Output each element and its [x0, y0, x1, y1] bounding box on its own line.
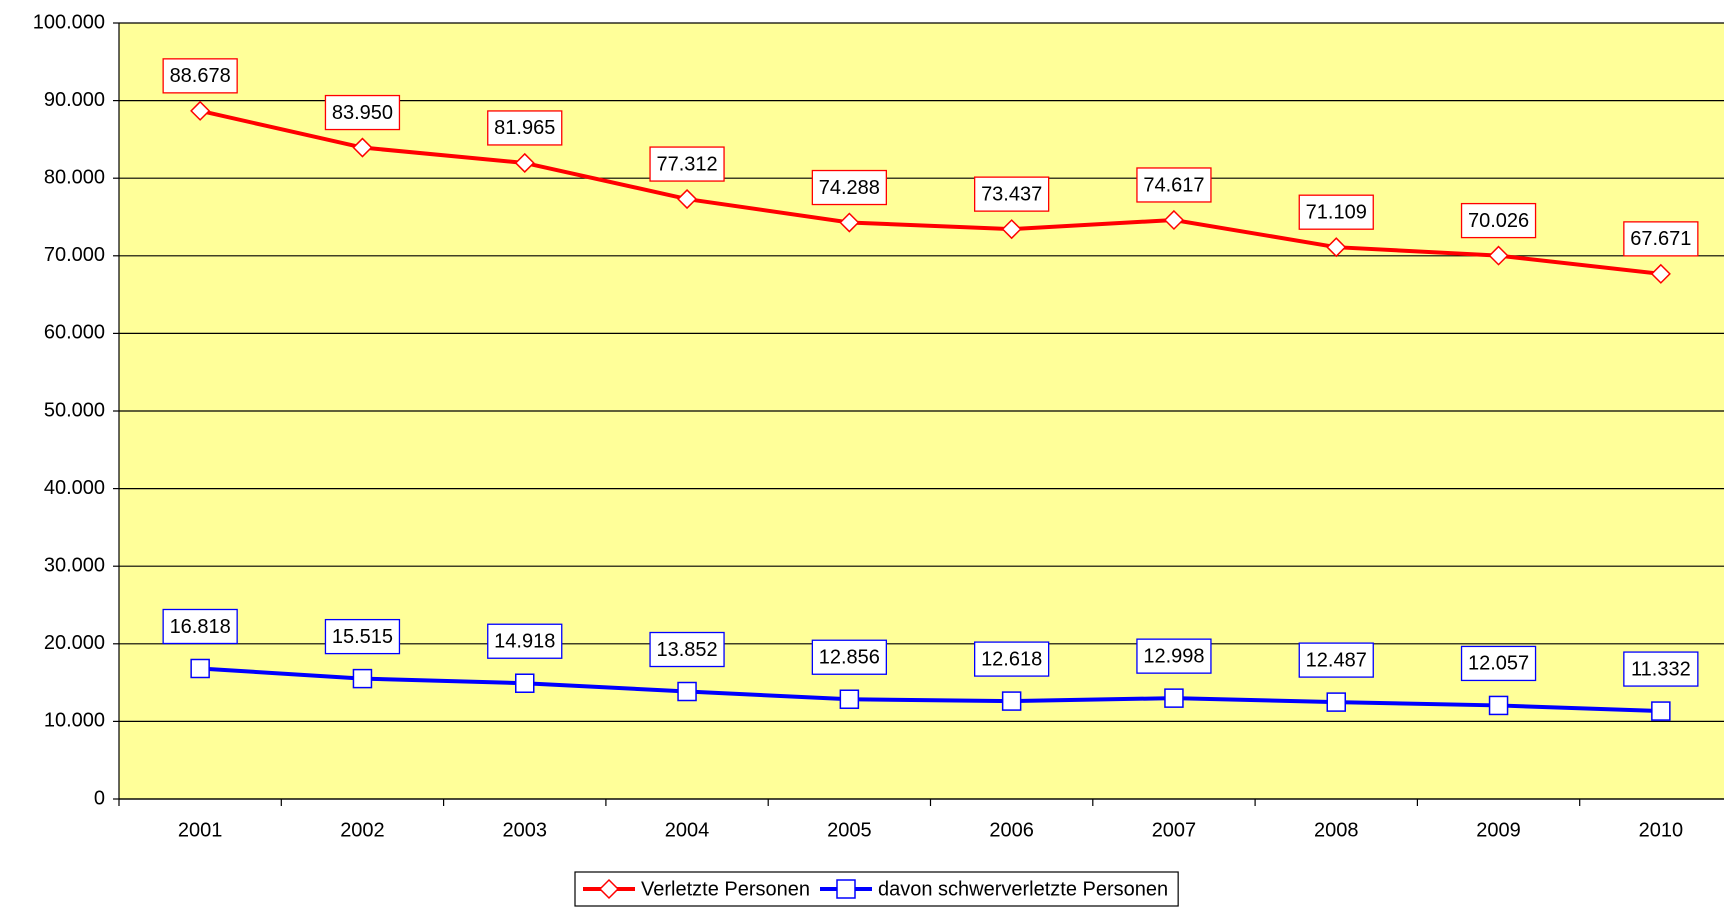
legend-marker [836, 879, 856, 899]
data-point [1001, 691, 1022, 711]
x-tick-label: 2001 [178, 819, 223, 841]
data-point [1651, 701, 1671, 721]
y-tick-label: 80.000 [44, 166, 105, 188]
data-label-box [811, 169, 887, 206]
data-label-box [1460, 645, 1537, 682]
data-label: 12.057 [1468, 653, 1529, 675]
data-label-box [974, 641, 1050, 677]
y-tick-label: 10.000 [44, 710, 105, 732]
legend [574, 871, 1179, 907]
data-label-box [1298, 642, 1374, 678]
data-label-box [487, 623, 563, 659]
y-tick-label: 100.000 [33, 11, 105, 33]
data-label: 15.515 [332, 626, 393, 648]
data-label-box [811, 639, 887, 675]
data-label: 12.856 [819, 647, 880, 669]
legend-label: davon schwerverletzte Personen [878, 878, 1168, 900]
x-tick-label: 2008 [1314, 819, 1359, 841]
data-label: 14.918 [494, 631, 555, 653]
data-label-box [1298, 194, 1374, 230]
line [199, 108, 1662, 276]
x-tick-label: 2003 [503, 819, 548, 841]
data-label-box [649, 631, 725, 668]
data-point [839, 689, 860, 709]
x-tick-label: 2002 [340, 819, 385, 841]
y-tick-label: 90.000 [44, 89, 105, 111]
legend-label: Verletzte Personen [641, 878, 810, 900]
data-label: 11.332 [1631, 658, 1691, 680]
data-label: 70.026 [1468, 210, 1529, 232]
y-tick-label: 40.000 [44, 477, 105, 499]
data-label: 74.288 [819, 177, 880, 199]
data-label-box [1136, 638, 1212, 674]
data-point [1488, 245, 1509, 266]
data-label: 77.312 [656, 153, 717, 175]
x-tick-label: 2009 [1476, 819, 1521, 841]
data-point [1001, 219, 1022, 240]
data-label-box [324, 618, 401, 655]
data-label-box [1623, 221, 1699, 257]
data-label-box [1460, 202, 1537, 239]
data-label: 16.818 [170, 616, 231, 638]
data-label-box [162, 608, 238, 645]
legend-marker [598, 878, 620, 900]
data-label: 12.618 [981, 648, 1042, 670]
y-tick-label: 30.000 [44, 554, 105, 576]
x-tick-label: 2010 [1639, 819, 1684, 841]
data-point [515, 673, 535, 693]
data-label: 74.617 [1143, 174, 1204, 196]
data-point [514, 152, 535, 174]
data-point [1326, 692, 1346, 712]
data-point [1163, 209, 1185, 231]
data-label-box [487, 110, 563, 146]
y-tick-label: 60.000 [44, 322, 105, 344]
data-point [352, 137, 373, 158]
data-point [1488, 695, 1509, 716]
data-label-box [162, 58, 238, 94]
x-tick-label: 2005 [827, 819, 872, 841]
data-label: 12.998 [1143, 645, 1204, 667]
y-tick-label: 20.000 [44, 632, 105, 654]
data-label: 81.965 [494, 117, 555, 139]
data-point [190, 658, 210, 679]
data-label: 71.109 [1306, 201, 1367, 223]
data-label-box [324, 94, 401, 131]
x-tick-label: 2004 [665, 819, 710, 841]
data-point [1164, 688, 1184, 708]
data-label-box [1136, 167, 1212, 203]
data-point [676, 188, 698, 210]
data-point [352, 668, 373, 689]
y-tick-label: 70.000 [44, 244, 105, 266]
x-tick-label: 2007 [1152, 819, 1197, 841]
data-label: 73.437 [981, 183, 1042, 205]
data-label-box [974, 176, 1050, 212]
data-label: 13.852 [656, 639, 717, 661]
data-label: 12.487 [1306, 649, 1367, 671]
line [200, 666, 1661, 714]
data-point [1326, 237, 1347, 258]
data-label: 67.671 [1630, 228, 1691, 250]
data-label: 88.678 [170, 65, 231, 87]
y-tick-label: 0 [94, 787, 105, 809]
data-label-box [649, 146, 725, 182]
data-point [839, 212, 860, 233]
y-tick-label: 50.000 [44, 399, 105, 421]
data-point [677, 681, 697, 702]
data-point [190, 100, 211, 121]
data-label-box [1623, 651, 1699, 687]
x-tick-label: 2006 [989, 819, 1034, 841]
data-point [1650, 263, 1671, 284]
data-label: 83.950 [332, 102, 393, 124]
